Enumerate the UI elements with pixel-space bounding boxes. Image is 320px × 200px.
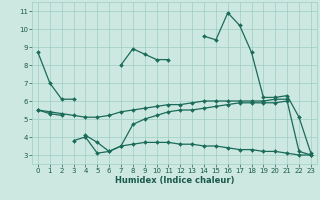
X-axis label: Humidex (Indice chaleur): Humidex (Indice chaleur) [115, 176, 234, 185]
